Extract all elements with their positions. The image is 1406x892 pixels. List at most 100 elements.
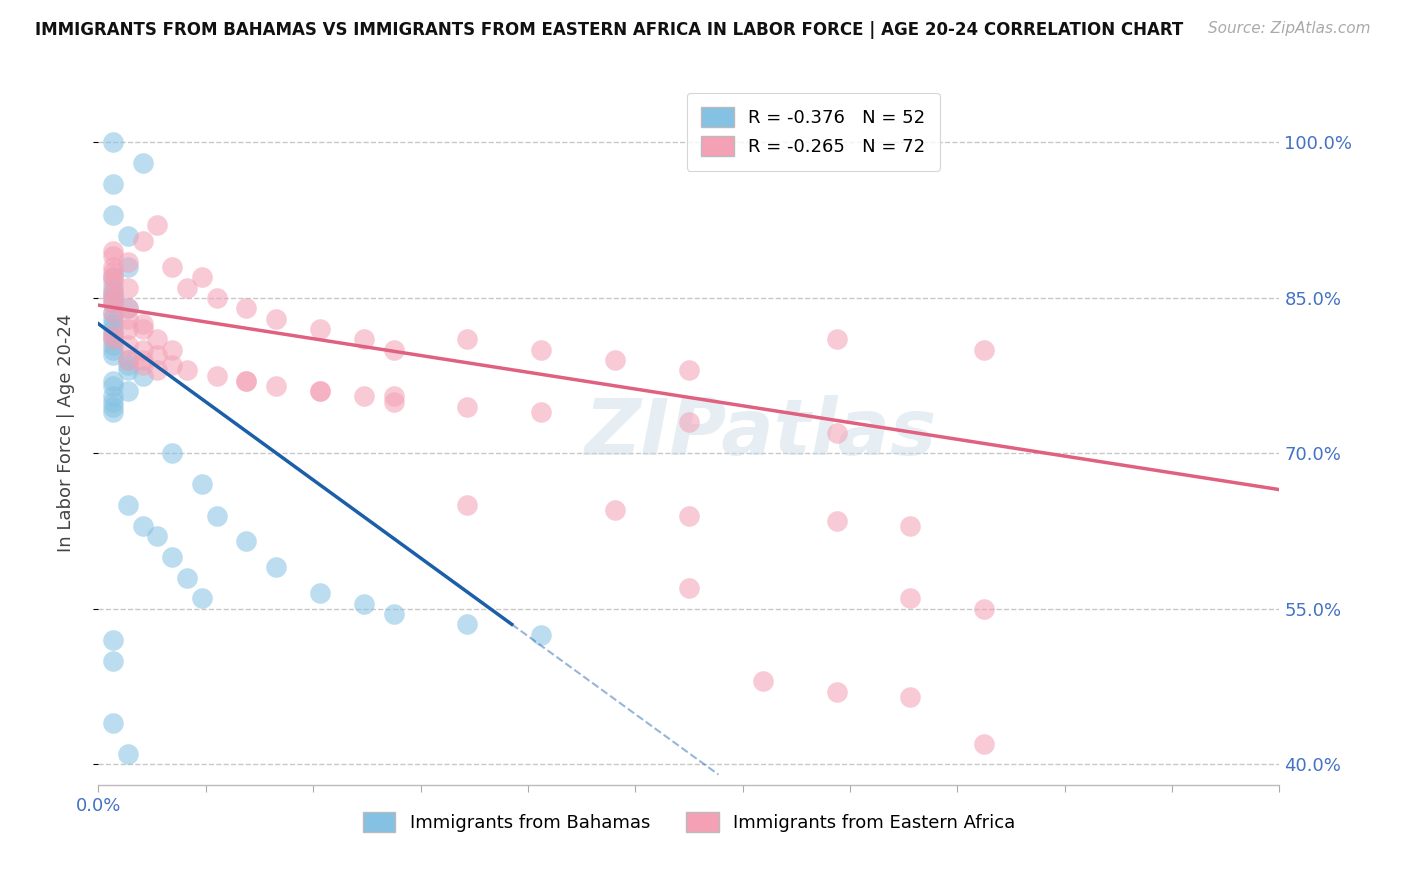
Point bbox=[103, 327, 125, 342]
Point bbox=[235, 534, 257, 549]
Point bbox=[103, 715, 125, 730]
Point bbox=[264, 311, 287, 326]
Point bbox=[309, 586, 332, 600]
Point bbox=[605, 503, 627, 517]
Point bbox=[678, 415, 700, 429]
Point bbox=[117, 228, 139, 243]
Point bbox=[103, 379, 125, 393]
Point bbox=[162, 446, 183, 460]
Point bbox=[103, 291, 125, 305]
Point bbox=[132, 234, 155, 248]
Point bbox=[235, 374, 257, 388]
Point bbox=[382, 394, 405, 409]
Point bbox=[309, 384, 332, 399]
Point bbox=[117, 363, 139, 377]
Point bbox=[132, 156, 155, 170]
Point bbox=[973, 601, 995, 615]
Point bbox=[103, 285, 125, 300]
Point bbox=[825, 514, 848, 528]
Point bbox=[162, 549, 183, 564]
Point bbox=[825, 332, 848, 346]
Point bbox=[146, 529, 169, 543]
Point bbox=[103, 280, 125, 294]
Point bbox=[103, 265, 125, 279]
Legend: Immigrants from Bahamas, Immigrants from Eastern Africa: Immigrants from Bahamas, Immigrants from… bbox=[356, 805, 1022, 839]
Point bbox=[382, 389, 405, 403]
Point bbox=[825, 684, 848, 698]
Point bbox=[103, 405, 125, 419]
Point bbox=[353, 597, 375, 611]
Point bbox=[382, 607, 405, 621]
Point bbox=[132, 519, 155, 533]
Point bbox=[117, 384, 139, 399]
Point bbox=[132, 353, 155, 368]
Point bbox=[103, 311, 125, 326]
Point bbox=[103, 306, 125, 320]
Point bbox=[678, 581, 700, 595]
Point bbox=[530, 343, 553, 357]
Point bbox=[191, 270, 214, 285]
Point bbox=[825, 425, 848, 440]
Point bbox=[117, 301, 139, 316]
Point bbox=[132, 358, 155, 372]
Point bbox=[309, 322, 332, 336]
Point bbox=[117, 311, 139, 326]
Point bbox=[752, 674, 775, 689]
Point bbox=[162, 260, 183, 274]
Point bbox=[103, 332, 125, 346]
Point bbox=[103, 177, 125, 191]
Point bbox=[176, 280, 198, 294]
Y-axis label: In Labor Force | Age 20-24: In Labor Force | Age 20-24 bbox=[56, 313, 75, 552]
Point bbox=[678, 363, 700, 377]
Point bbox=[103, 260, 125, 274]
Point bbox=[103, 296, 125, 310]
Text: Source: ZipAtlas.com: Source: ZipAtlas.com bbox=[1208, 21, 1371, 36]
Point bbox=[176, 363, 198, 377]
Point bbox=[353, 332, 375, 346]
Point bbox=[900, 591, 922, 606]
Point bbox=[457, 617, 479, 632]
Point bbox=[103, 244, 125, 259]
Point bbox=[117, 498, 139, 512]
Point bbox=[457, 400, 479, 414]
Point bbox=[900, 690, 922, 704]
Point bbox=[191, 591, 214, 606]
Point bbox=[235, 374, 257, 388]
Point bbox=[162, 343, 183, 357]
Point bbox=[103, 400, 125, 414]
Point bbox=[162, 358, 183, 372]
Point bbox=[382, 343, 405, 357]
Point bbox=[117, 358, 139, 372]
Point bbox=[103, 389, 125, 403]
Point bbox=[117, 301, 139, 316]
Point bbox=[900, 519, 922, 533]
Point bbox=[309, 384, 332, 399]
Point bbox=[176, 571, 198, 585]
Point bbox=[103, 250, 125, 264]
Point bbox=[530, 405, 553, 419]
Point bbox=[132, 317, 155, 331]
Point bbox=[117, 747, 139, 761]
Point bbox=[264, 379, 287, 393]
Point bbox=[132, 322, 155, 336]
Point bbox=[103, 327, 125, 342]
Point bbox=[117, 280, 139, 294]
Point bbox=[103, 208, 125, 222]
Point bbox=[103, 374, 125, 388]
Point bbox=[103, 270, 125, 285]
Point bbox=[117, 260, 139, 274]
Point bbox=[117, 254, 139, 268]
Point bbox=[353, 389, 375, 403]
Point bbox=[132, 343, 155, 357]
Point bbox=[205, 508, 228, 523]
Point bbox=[205, 291, 228, 305]
Point bbox=[973, 737, 995, 751]
Point bbox=[678, 508, 700, 523]
Point bbox=[191, 477, 214, 491]
Point bbox=[146, 332, 169, 346]
Point bbox=[103, 270, 125, 285]
Point bbox=[235, 301, 257, 316]
Point bbox=[103, 291, 125, 305]
Point bbox=[146, 363, 169, 377]
Point bbox=[103, 306, 125, 320]
